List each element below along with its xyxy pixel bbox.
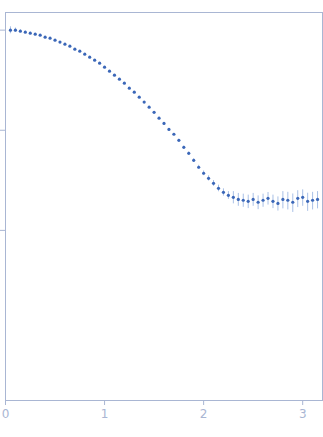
svg-text:2: 2 [200, 407, 208, 421]
svg-text:0: 0 [2, 407, 10, 421]
svg-text:1: 1 [101, 407, 109, 421]
svg-text:3: 3 [299, 407, 307, 421]
